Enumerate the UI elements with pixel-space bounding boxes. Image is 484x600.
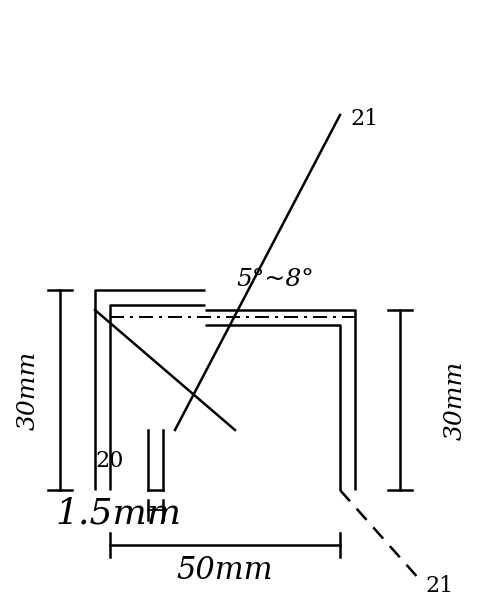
Text: 5°~8°: 5°~8° (236, 269, 314, 292)
Text: 21: 21 (425, 575, 453, 597)
Text: 20: 20 (95, 450, 123, 472)
Text: 50mm: 50mm (177, 555, 273, 586)
Text: 30mm: 30mm (443, 361, 467, 440)
Text: 1.5mm: 1.5mm (55, 496, 181, 530)
Text: 30mm: 30mm (16, 350, 40, 430)
Text: 21: 21 (350, 108, 378, 130)
